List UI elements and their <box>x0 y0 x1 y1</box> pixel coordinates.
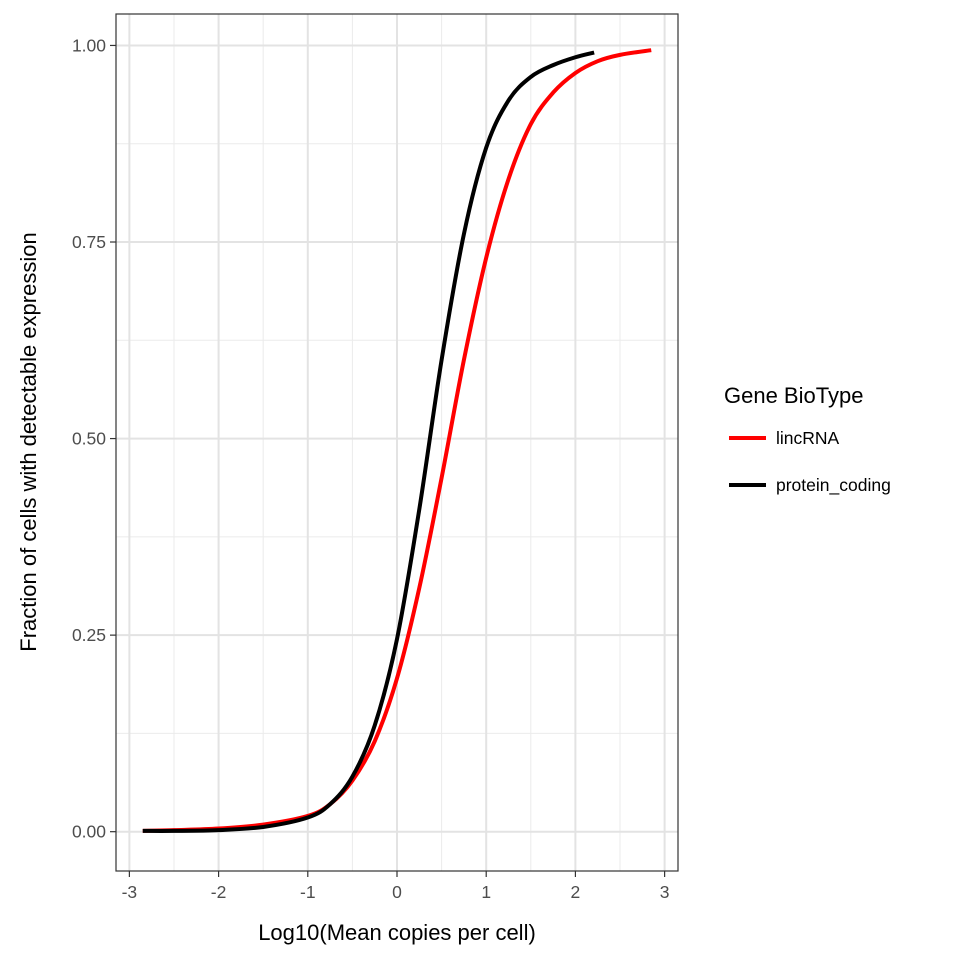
x-tick-label: -1 <box>300 882 316 902</box>
series-line-lincrna <box>142 48 652 833</box>
y-tick-label: 0.75 <box>72 232 106 252</box>
legend-title: Gene BioType <box>724 383 863 408</box>
x-tick-label: -2 <box>211 882 227 902</box>
legend: Gene BioType lincRNA protein_coding <box>724 383 891 496</box>
x-tick-label: 1 <box>481 882 491 902</box>
x-axis-title: Log10(Mean copies per cell) <box>258 920 536 945</box>
x-tick-label: 3 <box>660 882 670 902</box>
y-tick-label: 0.00 <box>72 822 106 842</box>
x-tick-label: 0 <box>392 882 402 902</box>
series-line-protein-coding <box>142 50 595 833</box>
data-series <box>142 48 652 833</box>
legend-label-protein-coding: protein_coding <box>776 475 891 496</box>
x-tick-label: 2 <box>571 882 581 902</box>
y-axis-title: Fraction of cells with detectable expres… <box>16 232 41 651</box>
legend-label-lincrna: lincRNA <box>776 428 840 448</box>
y-tick-label: 1.00 <box>72 35 106 55</box>
grid-lines <box>116 14 678 871</box>
axes: -3 -2 -1 0 1 2 3 0.00 0.25 0.50 0.75 1.00 <box>72 35 670 902</box>
x-tick-label: -3 <box>122 882 138 902</box>
legend-items: lincRNA protein_coding <box>729 428 891 496</box>
y-tick-label: 0.50 <box>72 429 106 449</box>
y-tick-label: 0.25 <box>72 625 106 645</box>
